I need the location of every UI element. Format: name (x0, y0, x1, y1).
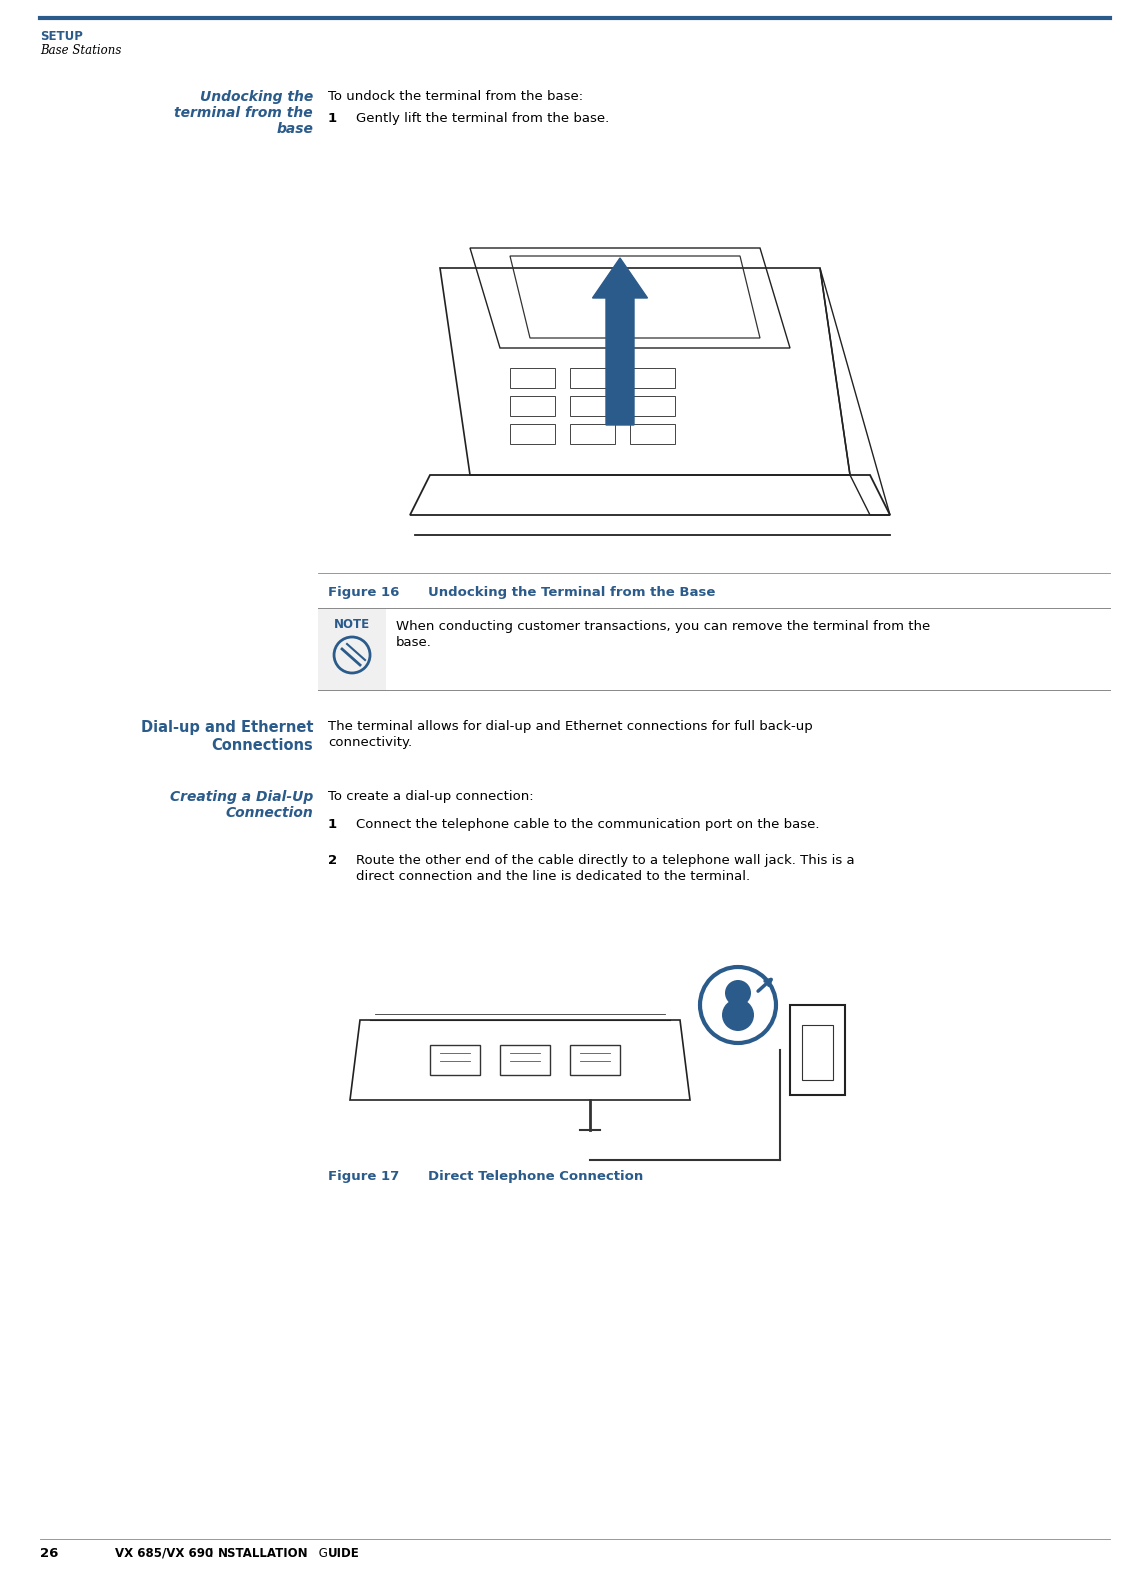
Circle shape (722, 1000, 754, 1031)
Text: 26: 26 (40, 1547, 58, 1560)
FancyBboxPatch shape (318, 608, 386, 690)
Text: UIDE: UIDE (328, 1547, 360, 1560)
Text: Connect the telephone cable to the communication port on the base.: Connect the telephone cable to the commu… (356, 818, 819, 831)
Text: connectivity.: connectivity. (328, 736, 412, 748)
Text: Dial-up and Ethernet: Dial-up and Ethernet (141, 720, 313, 734)
Text: I: I (210, 1547, 214, 1560)
Text: 1: 1 (328, 112, 337, 125)
Text: When conducting customer transactions, you can remove the terminal from the: When conducting customer transactions, y… (396, 621, 930, 633)
Text: Undocking the: Undocking the (200, 90, 313, 104)
Text: Direct Telephone Connection: Direct Telephone Connection (428, 1170, 643, 1183)
Text: NSTALLATION: NSTALLATION (219, 1547, 309, 1560)
Text: To undock the terminal from the base:: To undock the terminal from the base: (328, 90, 583, 103)
Text: Gently lift the terminal from the base.: Gently lift the terminal from the base. (356, 112, 610, 125)
Text: Connections: Connections (212, 737, 313, 753)
FancyArrow shape (593, 257, 648, 425)
Text: 2: 2 (328, 854, 337, 867)
Text: To create a dial-up connection:: To create a dial-up connection: (328, 790, 533, 804)
Text: base: base (276, 122, 313, 136)
Text: Undocking the Terminal from the Base: Undocking the Terminal from the Base (428, 586, 715, 598)
Text: Creating a Dial-Up: Creating a Dial-Up (169, 790, 313, 804)
Text: Figure 16: Figure 16 (328, 586, 399, 598)
Text: Route the other end of the cable directly to a telephone wall jack. This is a: Route the other end of the cable directl… (356, 854, 855, 867)
Text: The terminal allows for dial-up and Ethernet connections for full back-up: The terminal allows for dial-up and Ethe… (328, 720, 812, 733)
Text: terminal from the: terminal from the (174, 106, 313, 120)
Text: VX 685/VX 690: VX 685/VX 690 (116, 1547, 217, 1560)
Text: base.: base. (396, 636, 432, 649)
Text: NOTE: NOTE (334, 617, 371, 632)
Text: SETUP: SETUP (40, 30, 82, 43)
Text: direct connection and the line is dedicated to the terminal.: direct connection and the line is dedica… (356, 870, 750, 883)
Circle shape (700, 966, 776, 1044)
Text: G: G (315, 1547, 328, 1560)
Text: Connection: Connection (225, 805, 313, 820)
Text: Figure 17: Figure 17 (328, 1170, 399, 1183)
Text: 1: 1 (328, 818, 337, 831)
Text: Base Stations: Base Stations (40, 44, 121, 57)
Circle shape (725, 981, 750, 1006)
